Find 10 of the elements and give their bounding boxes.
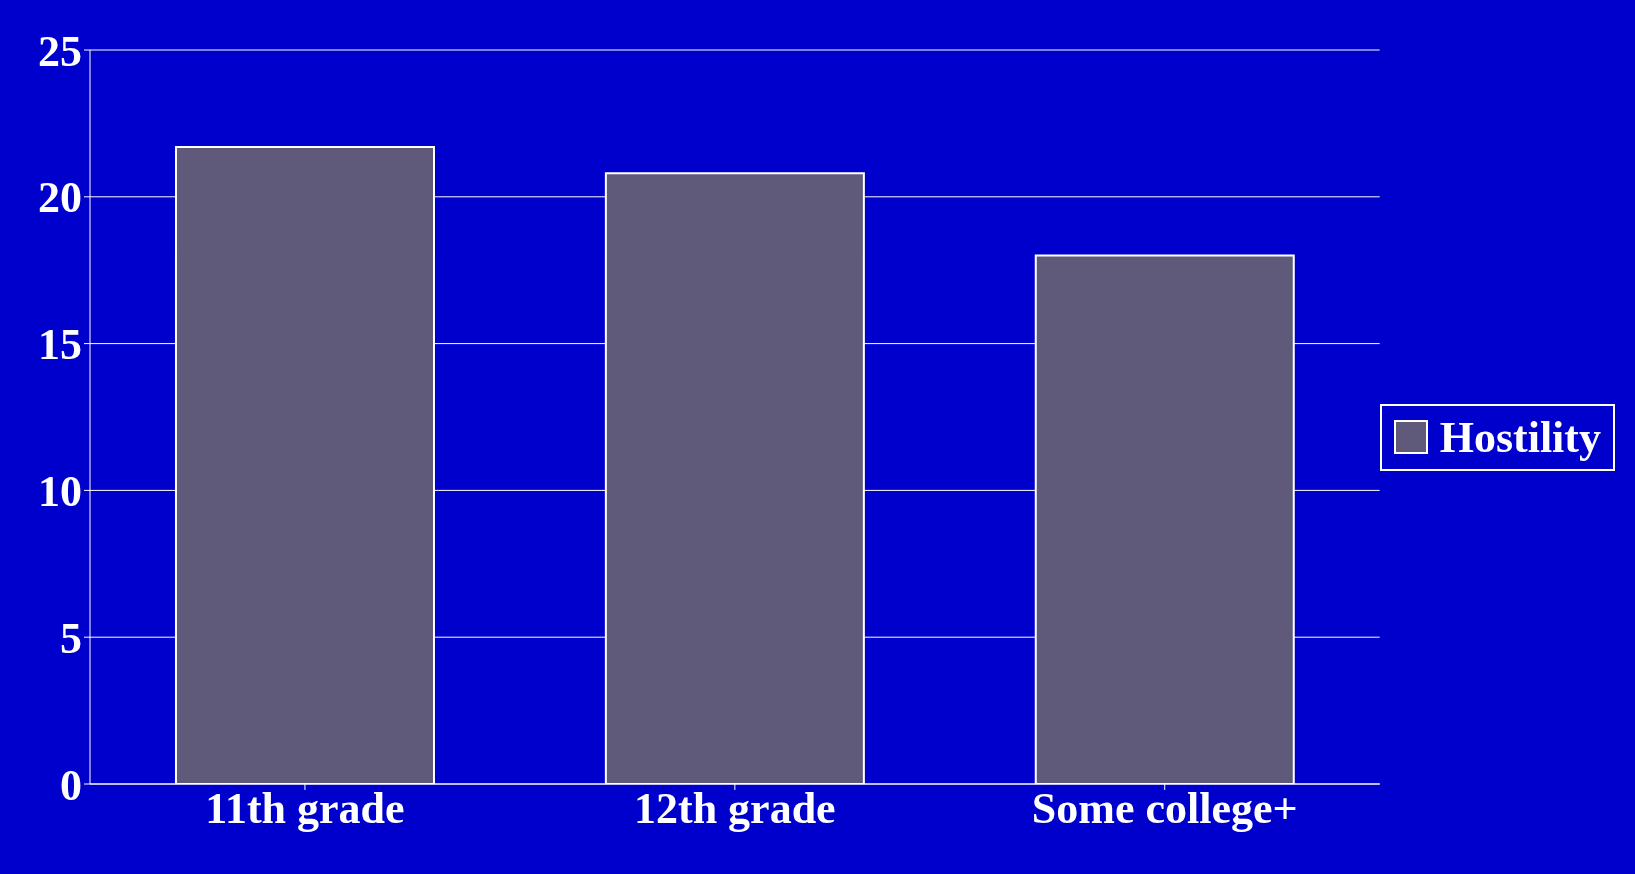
y-tick-label: 25	[38, 26, 82, 76]
y-tick-label: 20	[38, 173, 82, 223]
x-tick-label: 12th grade	[634, 784, 836, 834]
x-tick-label: 11th grade	[205, 784, 405, 834]
y-tick-label: 0	[60, 760, 82, 810]
x-tick-label: Some college+	[1031, 784, 1298, 834]
y-tick-label: 5	[60, 613, 82, 663]
y-tick-label: 10	[38, 467, 82, 517]
legend-label: Hostility	[1439, 411, 1601, 463]
y-tick-label: 15	[38, 320, 82, 370]
